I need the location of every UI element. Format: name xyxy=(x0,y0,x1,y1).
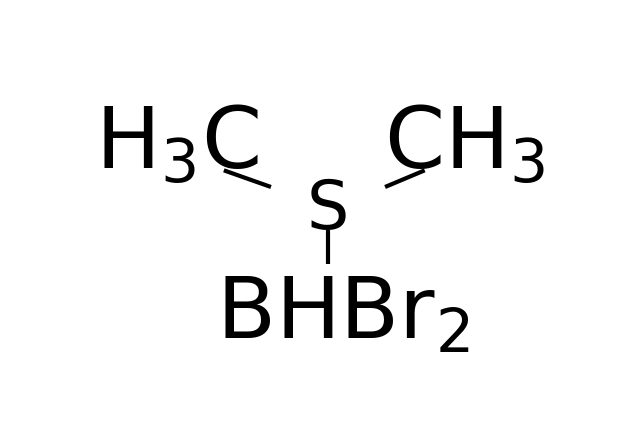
Text: S: S xyxy=(307,178,349,243)
Text: $\mathsf{BHBr_2}$: $\mathsf{BHBr_2}$ xyxy=(216,274,470,357)
Text: $\mathsf{H_3C}$: $\mathsf{H_3C}$ xyxy=(95,103,259,187)
Text: $\mathsf{CH_3}$: $\mathsf{CH_3}$ xyxy=(384,103,545,187)
